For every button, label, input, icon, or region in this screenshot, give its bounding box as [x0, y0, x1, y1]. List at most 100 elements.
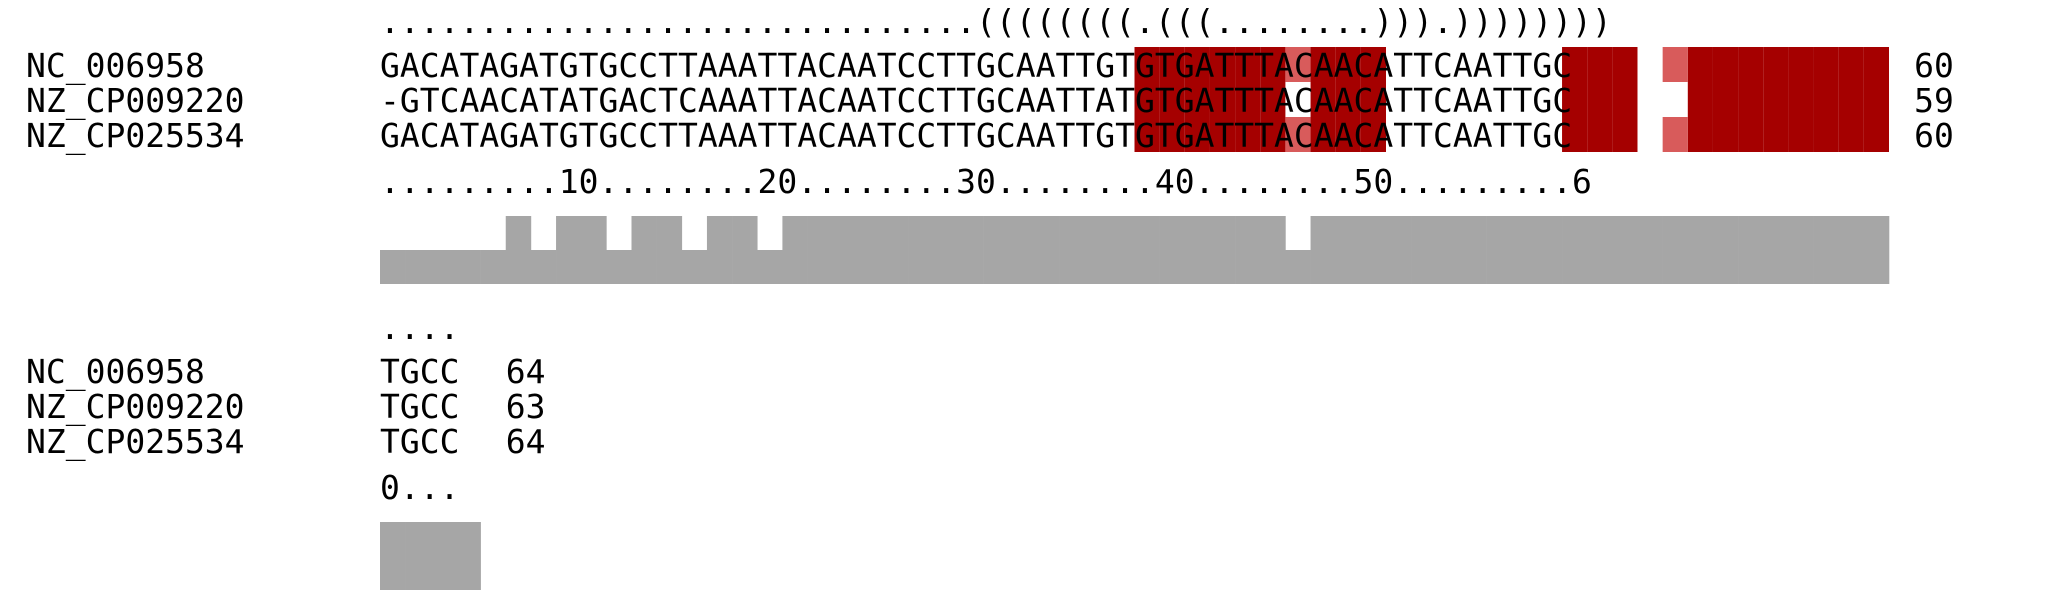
conservation-bar: [455, 522, 481, 590]
conserved-pair-column: [1788, 47, 1814, 152]
structure-line: ....: [380, 308, 459, 347]
partial-pair-cell: [1662, 117, 1688, 152]
conservation-bar: [1587, 216, 1613, 284]
conservation-bar: [1008, 216, 1035, 284]
conservation-bar: [1436, 216, 1462, 284]
sequence-name: NZ_CP025534: [26, 422, 245, 462]
conservation-bar: [380, 522, 406, 590]
conservation-bar: [581, 216, 607, 284]
conservation-bar: [1788, 216, 1814, 284]
conservation-bar: [405, 250, 431, 284]
conservation-bar: [933, 216, 959, 284]
conservation-bar: [1637, 216, 1663, 284]
conservation-bar: [1335, 216, 1362, 284]
sequence-name: NC_006958: [26, 46, 205, 86]
conservation-bar: [480, 250, 507, 284]
conserved-pair-column: [1587, 47, 1613, 152]
conserved-pair-column: [1159, 47, 1185, 152]
conserved-pair-column: [1863, 47, 1889, 152]
sequence-row: TGCC: [380, 422, 459, 461]
sequence-name: NZ_CP009220: [26, 81, 245, 121]
conservation-bar: [832, 216, 859, 284]
conservation-bar: [958, 216, 984, 284]
conservation-bar: [1235, 216, 1261, 284]
partial-pair-cell: [1285, 47, 1311, 82]
sequence-row: -GTCAACATATGACTCAAATTACAATCCTTGCAATTATGT…: [380, 81, 1572, 120]
conserved-pair-column: [1612, 47, 1638, 152]
sequence-row: TGCC: [380, 387, 459, 426]
conservation-bar: [606, 250, 632, 284]
conservation-bar: [1159, 216, 1186, 284]
conservation-bar: [505, 216, 532, 284]
conservation-bar: [1260, 216, 1286, 284]
conservation-bar: [1486, 216, 1513, 284]
conservation-bar: [1662, 216, 1689, 284]
conservation-bar: [732, 216, 758, 284]
conservation-bar: [908, 216, 934, 284]
conserved-pair-column: [1763, 47, 1789, 152]
conserved-pair-column: [1838, 47, 1864, 152]
conserved-pair-column: [1813, 47, 1839, 152]
conservation-bar: [405, 522, 431, 590]
conservation-bar: [883, 216, 909, 284]
partial-pair-cell: [1285, 117, 1311, 152]
partial-pair-cell: [1662, 47, 1688, 82]
conserved-pair-column: [1134, 47, 1160, 152]
conserved-pair-column: [1235, 47, 1261, 152]
conservation-bar: [1738, 216, 1764, 284]
alignment-block: .... NC_006958 TGCC 64 NZ_CP009220 TGCC 63 NZ_C…: [26, 308, 546, 590]
structure-line: ..............................((((((((.(…: [380, 2, 1612, 41]
conserved-pair-column: [1184, 47, 1210, 152]
sequence-end-position: 64: [506, 352, 546, 391]
conserved-pair-column: [1260, 47, 1286, 152]
conservation-bar: [1134, 216, 1160, 284]
conservation-bar: [1712, 216, 1739, 284]
sequence-row: GACATAGATGTGCCTTAAATTACAATCCTTGCAATTGTGT…: [380, 116, 1572, 155]
conservation-bar: [1461, 216, 1487, 284]
conservation-bar: [1084, 216, 1110, 284]
position-ruler: 0...: [380, 468, 459, 507]
sequence-name: NZ_CP009220: [26, 387, 245, 427]
conservation-bar: [1863, 216, 1890, 284]
conservation-bar: [1386, 216, 1412, 284]
conservation-bar: [983, 216, 1010, 284]
conservation-bar: [1411, 216, 1437, 284]
conservation-bar: [757, 250, 783, 284]
conserved-pair-column: [1562, 47, 1588, 152]
sequence-end-position: 59: [1914, 81, 1954, 120]
conservation-bar: [1109, 216, 1135, 284]
sequence-end-position: 63: [506, 387, 546, 426]
alignment-block: ..............................((((((((.(…: [26, 2, 1954, 284]
sequence-row: TGCC: [380, 352, 459, 391]
conservation-bar: [380, 250, 406, 284]
conservation-bar: [681, 250, 708, 284]
conservation-bar: [1612, 216, 1638, 284]
conserved-pair-column: [1335, 47, 1361, 152]
position-ruler: .........10........20........30........4…: [380, 162, 1592, 201]
conservation-bar: [1285, 250, 1311, 284]
conservation-bar: [430, 522, 456, 590]
conservation-bar: [807, 216, 833, 284]
conservation-bar: [1059, 216, 1085, 284]
conserved-pair-column: [1310, 47, 1336, 152]
conserved-pair-column: [1712, 47, 1739, 152]
conservation-bar: [1511, 216, 1538, 284]
conservation-bar: [1536, 216, 1563, 284]
conservation-bar: [656, 216, 683, 284]
sequence-name: NC_006958: [26, 352, 205, 392]
sequence-end-position: 60: [1914, 46, 1954, 85]
sequence-end-position: 60: [1914, 116, 1954, 155]
sequence-row: GACATAGATGTGCCTTAAATTACAATCCTTGCAATTGTGT…: [380, 46, 1572, 85]
conserved-pair-column: [1687, 47, 1713, 152]
conservation-bar: [1562, 216, 1588, 284]
conservation-bar: [430, 250, 456, 284]
conservation-bar: [631, 216, 657, 284]
conservation-bar: [1033, 216, 1060, 284]
conservation-bar: [1838, 216, 1865, 284]
conservation-bar: [556, 216, 582, 284]
sequence-name: NZ_CP025534: [26, 116, 245, 156]
conservation-bar: [1763, 216, 1789, 284]
conservation-bar: [1310, 216, 1336, 284]
conservation-bar: [530, 250, 557, 284]
